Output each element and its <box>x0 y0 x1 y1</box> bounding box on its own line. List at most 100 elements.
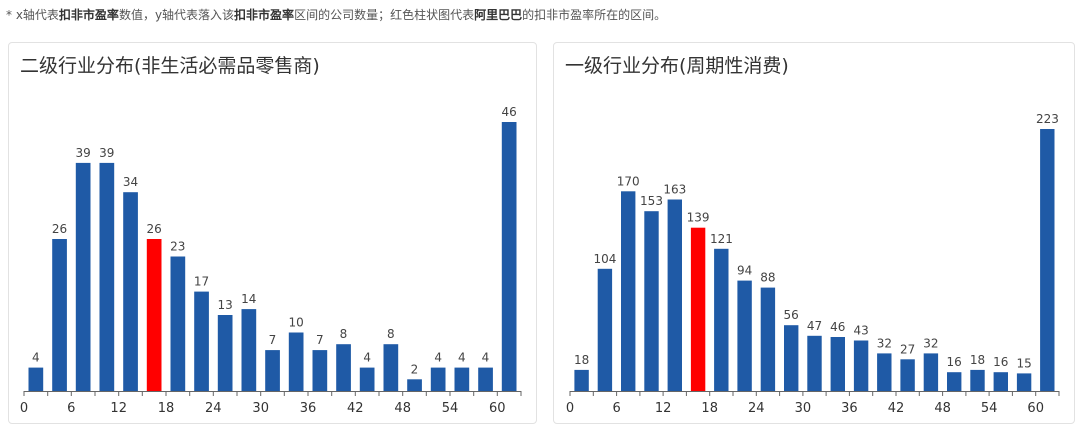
bar <box>597 268 613 391</box>
bar <box>923 353 939 391</box>
chart-title: 二级行业分布(非生活必需品零售商) <box>20 55 320 77</box>
bar-value-label: 121 <box>710 232 733 246</box>
bar-value-label: 94 <box>737 264 752 278</box>
x-tick-label: 6 <box>67 401 75 416</box>
x-tick-label: 24 <box>748 401 765 416</box>
bar <box>1040 129 1055 391</box>
x-tick-label: 36 <box>841 401 858 416</box>
bar <box>478 367 493 391</box>
x-tick-label: 36 <box>300 401 317 416</box>
bar <box>970 369 985 391</box>
bar <box>714 248 729 391</box>
x-tick-label: 30 <box>252 401 269 416</box>
x-tick-label: 12 <box>110 401 127 416</box>
bar-value-label: 4 <box>458 351 466 365</box>
bar <box>194 291 209 391</box>
bar-value-label: 46 <box>502 105 517 119</box>
bar-value-label: 170 <box>617 174 640 188</box>
bar-value-label: 26 <box>147 222 162 236</box>
bar-value-label: 16 <box>993 355 1008 369</box>
bar-value-label: 223 <box>1036 112 1059 126</box>
note-bold: 扣非市盈率 <box>234 8 295 22</box>
bar <box>454 367 470 391</box>
bar-value-label: 34 <box>123 175 138 189</box>
bar-value-label: 23 <box>170 240 185 254</box>
bar-value-label: 8 <box>387 327 395 341</box>
bar-value-label: 10 <box>289 316 304 330</box>
bar-value-label: 104 <box>593 252 616 266</box>
bar-value-label: 56 <box>784 308 799 322</box>
x-tick-label: 42 <box>888 401 905 416</box>
x-tick-label: 54 <box>981 401 998 416</box>
bar-value-label: 88 <box>760 271 775 285</box>
note-bold: 阿里巴巴 <box>474 8 523 22</box>
bar <box>407 379 422 391</box>
chart-panel-secondary-industry: 二级行业分布(非生活必需品零售商) 4 26 39 39 34 26 23 17 13 14 7 10… <box>8 42 537 424</box>
x-tick-label: 0 <box>20 401 28 416</box>
bar <box>784 325 799 391</box>
bar <box>877 353 892 391</box>
bar-value-label: 163 <box>663 183 686 197</box>
note-text: * x轴代表 <box>6 8 59 22</box>
bar <box>737 280 752 391</box>
bar-value-label: 46 <box>830 320 845 334</box>
bar-value-label: 4 <box>363 351 371 365</box>
bar-value-label: 13 <box>218 298 233 312</box>
bar-value-label: 153 <box>640 194 663 208</box>
bar <box>383 344 399 391</box>
note-text: 的扣非市盈率所在的区间。 <box>522 8 667 22</box>
bar <box>288 332 304 391</box>
bar-value-label: 16 <box>947 355 962 369</box>
chart-note: * x轴代表扣非市盈率数值，y轴代表落入该扣非市盈率区间的公司数量；红色柱状图代… <box>6 6 666 23</box>
bar-value-label: 27 <box>900 342 915 356</box>
bar-value-label: 17 <box>194 275 209 289</box>
bar <box>99 162 115 391</box>
x-tick-label: 18 <box>701 401 718 416</box>
bar-value-label: 2 <box>411 362 419 376</box>
bar-value-label: 18 <box>574 353 589 367</box>
bar <box>501 122 517 391</box>
bar <box>900 359 915 391</box>
bar-value-label: 4 <box>482 351 490 365</box>
x-tick-label: 12 <box>655 401 672 416</box>
bar <box>830 337 845 391</box>
bar-value-label: 18 <box>970 353 985 367</box>
note-text: 区间的公司数量；红色柱状图代表 <box>294 8 475 22</box>
x-tick-label: 6 <box>612 401 620 416</box>
bar <box>993 372 1008 391</box>
bar <box>1016 373 1032 391</box>
bar-value-label: 32 <box>877 336 892 350</box>
bar-value-label: 43 <box>853 324 868 338</box>
x-tick-label: 42 <box>347 401 364 416</box>
bar-value-label: 32 <box>923 336 938 350</box>
x-tick-label: 48 <box>394 401 411 416</box>
bar <box>853 340 869 391</box>
bar-value-label: 14 <box>241 292 256 306</box>
bar-value-label: 7 <box>316 333 324 347</box>
bar-value-label: 4 <box>434 351 442 365</box>
bar-value-label: 47 <box>807 319 822 333</box>
x-tick-label: 30 <box>795 401 812 416</box>
bar <box>574 369 589 391</box>
bar <box>667 199 682 391</box>
bar-highlight <box>690 227 706 391</box>
bar-value-label: 15 <box>1016 356 1031 370</box>
bar <box>75 162 91 391</box>
bar <box>760 287 776 391</box>
x-tick-label: 60 <box>1027 401 1044 416</box>
note-text: 数值，y轴代表落入该 <box>118 8 235 22</box>
bar <box>430 367 446 391</box>
bar <box>52 239 67 391</box>
bar <box>217 315 233 391</box>
bar-highlight <box>146 239 162 391</box>
bar <box>241 309 257 391</box>
chart-panel-primary-industry: 一级行业分布(周期性消费) 18 104 170 153 163 139 121 94 88 56… <box>553 42 1075 424</box>
x-tick-label: 48 <box>934 401 951 416</box>
bar <box>359 367 375 391</box>
x-tick-label: 18 <box>158 401 175 416</box>
x-tick-label: 24 <box>205 401 222 416</box>
bar-value-label: 139 <box>687 211 710 225</box>
bar <box>947 372 962 391</box>
